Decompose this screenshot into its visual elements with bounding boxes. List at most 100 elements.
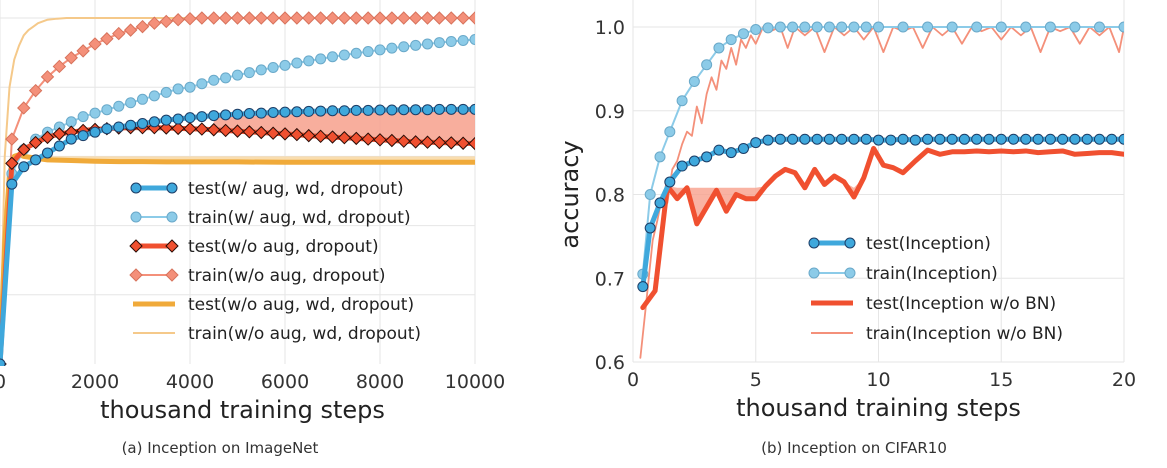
data-point — [420, 11, 435, 25]
data-point — [40, 130, 55, 145]
data-point — [468, 11, 475, 25]
data-point — [362, 104, 374, 116]
legend-marker — [808, 237, 820, 249]
data-point — [397, 11, 411, 25]
data-point — [946, 133, 958, 145]
data-point — [89, 107, 101, 119]
gap-fill-red — [213, 109, 475, 144]
x-tick-label: 5 — [750, 369, 762, 391]
data-point — [17, 101, 31, 115]
data-point — [266, 126, 280, 140]
data-point — [958, 133, 970, 145]
data-point — [291, 57, 303, 69]
legend-item: train(w/o aug, dropout) — [129, 266, 386, 286]
data-point — [137, 118, 148, 130]
data-point — [171, 13, 185, 27]
data-point — [171, 121, 185, 136]
data-point — [433, 103, 445, 115]
data-point — [243, 67, 255, 79]
data-point — [123, 23, 138, 37]
series-lightblue-thin-markers — [0, 33, 475, 366]
data-point — [278, 11, 292, 25]
data-point — [445, 103, 457, 115]
data-point — [398, 104, 410, 116]
data-point — [101, 123, 113, 135]
data-point — [1069, 21, 1081, 33]
data-point — [338, 49, 350, 61]
data-point — [468, 136, 475, 151]
data-point — [254, 11, 268, 25]
legend-marker — [165, 239, 179, 253]
series-line — [640, 145, 1124, 311]
data-point — [125, 97, 137, 109]
data-point — [0, 358, 6, 366]
data-point — [65, 116, 77, 128]
data-point — [397, 134, 411, 148]
y-tick-label: 0.8 — [595, 185, 625, 207]
data-point — [750, 24, 762, 36]
data-point — [125, 119, 137, 131]
data-point — [218, 11, 233, 25]
data-point — [811, 133, 823, 145]
data-point — [362, 46, 374, 58]
data-point — [184, 81, 196, 93]
y-tick-label: 1.0 — [595, 17, 625, 39]
x-tick-label: 0 — [0, 371, 6, 393]
data-point — [456, 11, 470, 25]
data-point — [338, 105, 350, 117]
data-point — [148, 90, 160, 102]
data-point — [255, 64, 267, 76]
data-point — [444, 11, 458, 25]
data-point — [218, 123, 233, 138]
data-point — [327, 105, 338, 117]
legend-marker — [130, 182, 142, 194]
data-point — [737, 142, 749, 154]
data-point — [279, 106, 291, 118]
data-point — [774, 133, 786, 145]
data-point — [897, 21, 909, 33]
data-point — [385, 133, 399, 148]
data-point — [77, 130, 89, 142]
data-point — [17, 142, 31, 157]
data-point — [65, 133, 77, 145]
data-point — [664, 126, 676, 138]
data-point — [242, 125, 257, 139]
data-point — [811, 21, 823, 33]
series-lightblue-thin-markers — [637, 21, 1124, 280]
data-point — [457, 103, 469, 115]
data-point — [313, 11, 328, 25]
y-tick-label: 0.9 — [595, 101, 625, 123]
data-point — [799, 133, 811, 145]
data-point — [100, 32, 114, 46]
legend-item: test(Inception) — [808, 234, 991, 254]
data-point — [350, 104, 362, 116]
data-point — [654, 197, 666, 209]
data-point — [183, 122, 197, 136]
data-point — [267, 106, 279, 118]
data-point — [255, 107, 267, 119]
data-point — [873, 21, 884, 33]
chart-panel-a: 0 2000 4000 6000 8000 10000 thousand training … — [0, 0, 505, 457]
data-point — [18, 161, 30, 173]
data-point — [750, 137, 762, 149]
data-point — [302, 128, 316, 143]
data-point — [279, 59, 291, 71]
data-point — [873, 134, 884, 146]
data-point — [1032, 133, 1044, 145]
data-point — [325, 130, 340, 144]
data-point — [230, 124, 245, 138]
data-point — [337, 11, 352, 25]
legend-marker — [165, 268, 179, 282]
legend-label: train(Inception) — [866, 264, 998, 284]
y-tick-label: 0.7 — [595, 268, 625, 290]
legend-marker — [130, 211, 142, 223]
data-point — [160, 114, 172, 126]
data-point — [386, 42, 398, 54]
data-point — [676, 95, 688, 107]
x-tick-label: 2000 — [71, 371, 119, 393]
plot-area — [637, 21, 1124, 359]
data-point — [688, 75, 700, 87]
data-point — [823, 133, 835, 145]
data-point — [53, 140, 65, 152]
data-point — [303, 55, 315, 67]
